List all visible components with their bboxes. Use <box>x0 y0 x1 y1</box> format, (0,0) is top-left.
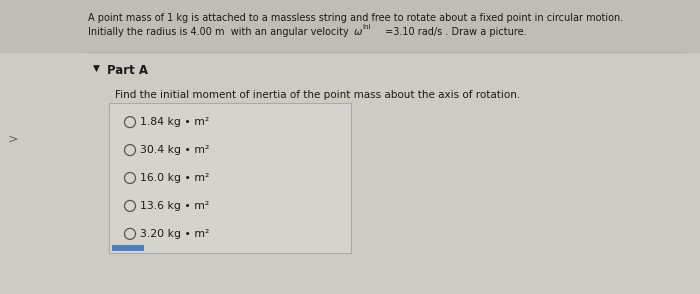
Text: ω: ω <box>354 27 363 37</box>
Bar <box>0 0 700 52</box>
Text: Find the initial moment of inertia of the point mass about the axis of rotation.: Find the initial moment of inertia of th… <box>115 90 520 100</box>
Text: =3.10 rad/s . Draw a picture.: =3.10 rad/s . Draw a picture. <box>382 27 526 37</box>
FancyBboxPatch shape <box>109 103 351 253</box>
Text: 3.20 kg • m²: 3.20 kg • m² <box>140 229 209 239</box>
Text: >: > <box>8 133 18 146</box>
Text: ▼: ▼ <box>93 64 100 73</box>
Text: 1.84 kg • m²: 1.84 kg • m² <box>140 117 209 127</box>
Bar <box>112 245 144 251</box>
Text: 16.0 kg • m²: 16.0 kg • m² <box>140 173 209 183</box>
Text: 13.6 kg • m²: 13.6 kg • m² <box>140 201 209 211</box>
Text: 30.4 kg • m²: 30.4 kg • m² <box>140 145 209 155</box>
Text: A point mass of 1 kg is attached to a massless string and free to rotate about a: A point mass of 1 kg is attached to a ma… <box>88 13 623 23</box>
Text: Part A: Part A <box>107 64 148 77</box>
Text: ini: ini <box>362 24 370 30</box>
Text: Initially the radius is 4.00 m  with an angular velocity: Initially the radius is 4.00 m with an a… <box>88 27 352 37</box>
